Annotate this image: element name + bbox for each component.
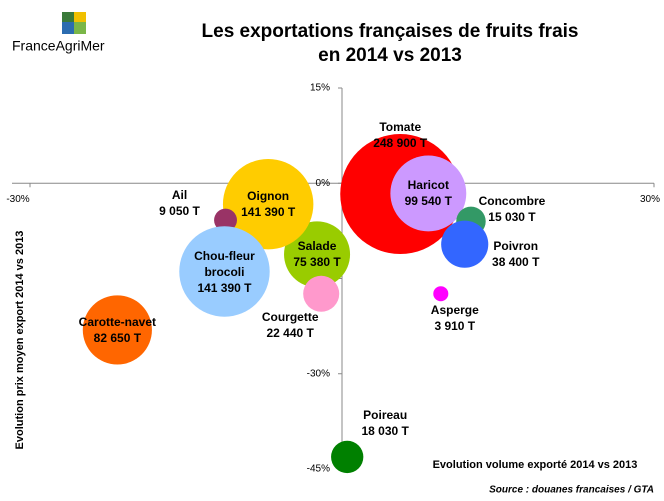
bubble: [214, 208, 237, 232]
x-tick-label: -30%: [6, 194, 29, 205]
bubble-label: Chou-fleur brocoli 141 390 T: [184, 248, 264, 296]
bubble-size-label: 82 650 T: [93, 330, 142, 345]
bubble-size-label: 22 440 T: [266, 325, 314, 340]
y-tick-label: 0%: [316, 178, 331, 189]
bubble: [179, 226, 270, 317]
bubble-name: Courgette: [261, 309, 319, 324]
bubble: [433, 286, 449, 302]
bubble-size-label: 38 400 T: [492, 255, 540, 270]
bubble-size-label: 18 030 T: [361, 423, 409, 438]
bubble-name: Haricot: [407, 178, 449, 193]
bubble-label: Carotte-navet 82 650 T: [79, 314, 156, 346]
bubble-name: Oignon: [247, 189, 290, 204]
bubble: [222, 158, 314, 250]
bubble-name: Poivron: [493, 239, 539, 254]
bubble-size-label: 15 030 T: [488, 210, 536, 225]
bubble-size-label: 141 390 T: [241, 205, 296, 220]
bubble-label: Asperge 3 910 T: [431, 302, 479, 334]
logo-text: FranceAgriMer: [12, 38, 105, 54]
bubble-name: Chou-fleur brocoli: [194, 248, 255, 279]
y-tick-label: -45%: [307, 464, 330, 475]
bubble-label: Poireau 18 030 T: [362, 407, 409, 439]
bubble-size-label: 141 390 T: [197, 280, 252, 295]
bubble-name: Salade: [297, 239, 337, 254]
bubble-label: Tomate 248 900 T: [373, 119, 427, 151]
x-axis-title: Evolution volume exporté 2014 vs 2013: [433, 459, 638, 471]
chart-title: Les exportations françaises de fruits fr…: [201, 21, 579, 42]
y-axis-title: Evolution prix moyen export 2014 vs 2013: [14, 231, 26, 450]
bubble-name: Asperge: [430, 302, 479, 317]
bubble-size-label: 248 900 T: [373, 136, 428, 151]
bubble: [303, 275, 340, 312]
bubble: [331, 440, 364, 474]
bubble-label: Salade 75 380 T: [293, 238, 340, 270]
bubble-name: Poireau: [363, 407, 408, 422]
bubble-label: Ail 9 050 T: [159, 187, 200, 219]
bubble-name: Concombre: [478, 194, 546, 209]
bubble-name: Tomate: [379, 120, 422, 135]
bubble-size-label: 3 910 T: [434, 318, 476, 333]
bubble: [284, 221, 351, 288]
logo-icon: [62, 12, 86, 34]
y-tick-label: -30%: [307, 368, 330, 379]
source: Source : douanes francaises / GTA: [489, 485, 654, 496]
bubble-label: Haricot 99 540 T: [405, 177, 452, 209]
bubble: [82, 295, 152, 365]
x-tick-label: 30%: [640, 194, 660, 205]
bubble-size-label: 99 540 T: [404, 194, 452, 209]
bubble-size-label: 75 380 T: [293, 255, 341, 270]
bubble: [390, 155, 467, 232]
bubble-label: Poivron 38 400 T: [492, 238, 539, 270]
bubble-size-label: 9 050 T: [159, 204, 200, 219]
bubble-label: Courgette 22 440 T: [262, 309, 319, 341]
bubble-label: Concombre 15 030 T: [479, 193, 546, 225]
bubble-label: Oignon 141 390 T: [241, 188, 295, 220]
bubble-name: Carotte-navet: [78, 314, 157, 329]
y-tick-label: 15%: [310, 83, 330, 94]
bubble: [441, 220, 489, 268]
chart-title: en 2014 vs 2013: [318, 45, 462, 66]
bubble-name: Ail: [171, 188, 188, 203]
